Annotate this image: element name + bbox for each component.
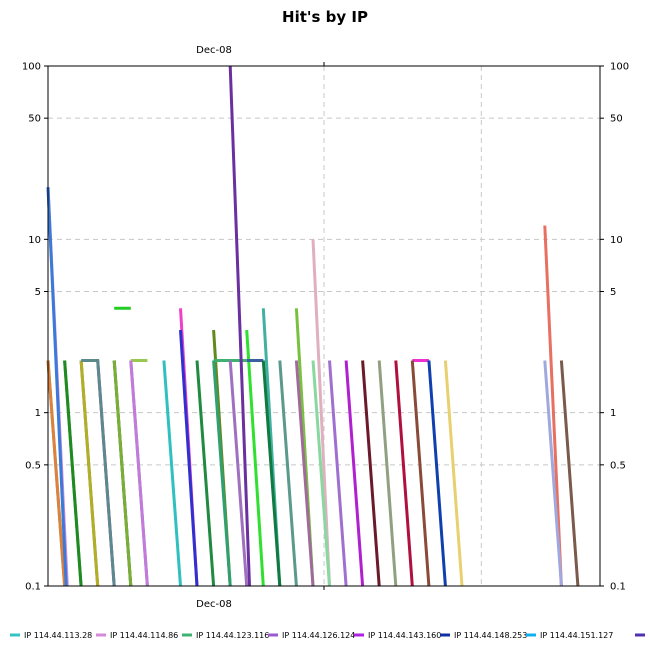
series-line-11 (79, 360, 100, 587)
series-line-32 (294, 360, 315, 587)
series-line-42 (427, 360, 447, 587)
legend-label: IP 114.44.151.127 (540, 631, 613, 640)
series-line-25 (228, 360, 249, 587)
y-tick-label-left: 10 (28, 235, 41, 246)
y-tick-label-left: 5 (35, 287, 41, 298)
series-line-15 (129, 360, 149, 587)
x-tick-label-bottom: Dec-08 (196, 599, 232, 610)
series-line-38 (377, 360, 398, 587)
y-tick-label-left: 0.1 (25, 582, 41, 593)
series-line-10 (63, 360, 83, 587)
series-line-8 (46, 360, 67, 587)
series-line-41 (410, 360, 431, 587)
series-line-44 (543, 225, 563, 587)
legend-label: IP 114.44.143.160 (368, 631, 441, 640)
legend: IP 114.44.113.28 IP 114.44.114.86 IP 114.4… (10, 631, 645, 640)
series-line-45 (543, 360, 563, 587)
y-tick-label-right: 10 (610, 235, 623, 246)
y-tick-label-right: 1 (610, 408, 616, 419)
series-line-24 (228, 65, 251, 587)
axes: 0.1 0.1 0.5 0.5 1 1 5 5 10 10 50 50 100 100 (22, 62, 629, 593)
y-tick-label-left: 0.5 (25, 460, 41, 471)
series-line-46 (559, 360, 580, 587)
series-line-20 (195, 360, 216, 587)
chart-title: Hit's by IP (282, 8, 368, 26)
y-tick-label-right: 100 (610, 62, 629, 73)
x-tick-label-top: Dec-08 (196, 45, 232, 56)
y-tick-label-right: 0.1 (610, 582, 626, 593)
series-line-17 (162, 360, 182, 587)
y-tick-label-right: 0.5 (610, 460, 626, 471)
series-line-26 (245, 329, 265, 587)
y-tick-label-right: 50 (610, 114, 623, 125)
y-tick-label-left: 100 (22, 62, 41, 73)
series-line-37 (361, 360, 381, 587)
legend-label: IP 114.44.113.28 (24, 631, 92, 640)
series-line-35 (328, 360, 348, 587)
series-line-19 (179, 329, 199, 587)
legend-label: IP 114.44.148.253 (454, 631, 527, 640)
series-line-43 (443, 360, 464, 587)
legend-label: IP 114.44.123.116 (196, 631, 269, 640)
y-tick-label-left: 50 (28, 114, 41, 125)
series-line-9 (46, 187, 68, 587)
series-lines (46, 65, 580, 587)
series-line-39 (394, 360, 414, 587)
series-line-29 (261, 360, 282, 587)
series-line-34 (311, 360, 331, 587)
series-line-12 (81, 359, 116, 587)
y-tick-label-left: 1 (35, 408, 41, 419)
y-tick-label-right: 5 (610, 287, 616, 298)
legend-label: IP 114.44.126.124 (282, 631, 355, 640)
series-line-23 (212, 360, 232, 587)
series-line-30 (278, 360, 298, 587)
series-line-36 (344, 360, 365, 587)
series-line-13 (112, 360, 133, 587)
legend-label: IP 114.44.114.86 (110, 631, 178, 640)
